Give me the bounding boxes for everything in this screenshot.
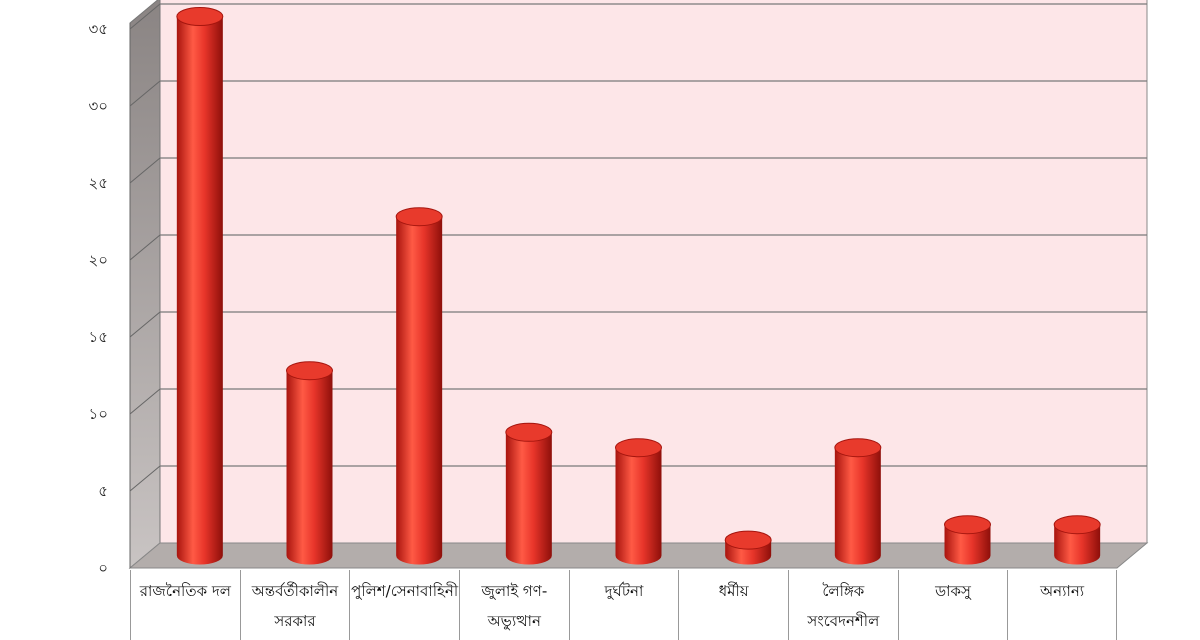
bar-top bbox=[176, 7, 224, 26]
bar-body bbox=[505, 432, 552, 565]
gridline-side bbox=[129, 234, 161, 261]
bar-cylinder bbox=[834, 438, 882, 565]
x-category-label: রাজনৈতিক দল bbox=[130, 570, 240, 640]
bar-body bbox=[834, 447, 881, 565]
bar-top bbox=[615, 438, 662, 458]
bar-body bbox=[286, 370, 333, 565]
bar-cylinder bbox=[505, 422, 553, 565]
bar-top bbox=[944, 515, 991, 535]
x-category-label: দুর্ঘটনা bbox=[568, 570, 679, 640]
gridline-side bbox=[129, 311, 161, 338]
gridline-side bbox=[129, 3, 161, 30]
bar-cylinder bbox=[395, 207, 443, 565]
gridline-side bbox=[129, 465, 161, 492]
y-tick-label: ৩০ bbox=[88, 97, 108, 115]
bar-body bbox=[615, 447, 662, 565]
x-category-label: অন্তর্বর্তীকালীন সরকার bbox=[239, 570, 350, 640]
gridline-side bbox=[129, 157, 161, 184]
y-tick-label: ২০ bbox=[88, 251, 108, 269]
x-category-label: ডাকসু bbox=[897, 570, 1008, 640]
bar-cylinder bbox=[724, 530, 772, 565]
y-tick-label: ১০ bbox=[89, 405, 109, 423]
bar-top bbox=[724, 530, 772, 550]
bar-cylinder bbox=[1053, 515, 1101, 565]
bar-cylinder bbox=[286, 361, 333, 565]
gridline-side bbox=[129, 80, 161, 107]
bar-body bbox=[944, 524, 991, 565]
bar-cylinder bbox=[615, 438, 662, 565]
bar-cylinder bbox=[176, 7, 224, 565]
x-category-label: লৈঙ্গিক সংবেদনশীল bbox=[788, 570, 898, 640]
bar-top bbox=[505, 422, 553, 442]
x-category-label: পুলিশ/সেনাবাহিনী bbox=[349, 570, 459, 640]
x-category-label: অন্যান্য bbox=[1007, 570, 1117, 640]
y-tick-label: ০ bbox=[98, 559, 108, 577]
bar-body bbox=[396, 216, 443, 565]
x-category-label: জুলাই গণ-অভ্যুত্থান bbox=[459, 570, 569, 640]
gridline-side bbox=[129, 388, 161, 415]
bar-cylinder bbox=[944, 515, 991, 565]
bar-top bbox=[286, 361, 333, 381]
bar-top bbox=[395, 207, 443, 227]
bar-body bbox=[1054, 524, 1101, 565]
bar-top bbox=[1053, 515, 1101, 535]
y-tick-label: ১৫ bbox=[89, 328, 108, 346]
bar-top bbox=[834, 438, 882, 458]
y-tick-label: ৩৫ bbox=[89, 20, 109, 38]
x-category-label: ধর্মীয় bbox=[678, 570, 788, 640]
y-tick-label: ৫ bbox=[98, 482, 108, 500]
bar-body bbox=[176, 16, 223, 565]
y-tick-label: ২৫ bbox=[89, 174, 109, 192]
